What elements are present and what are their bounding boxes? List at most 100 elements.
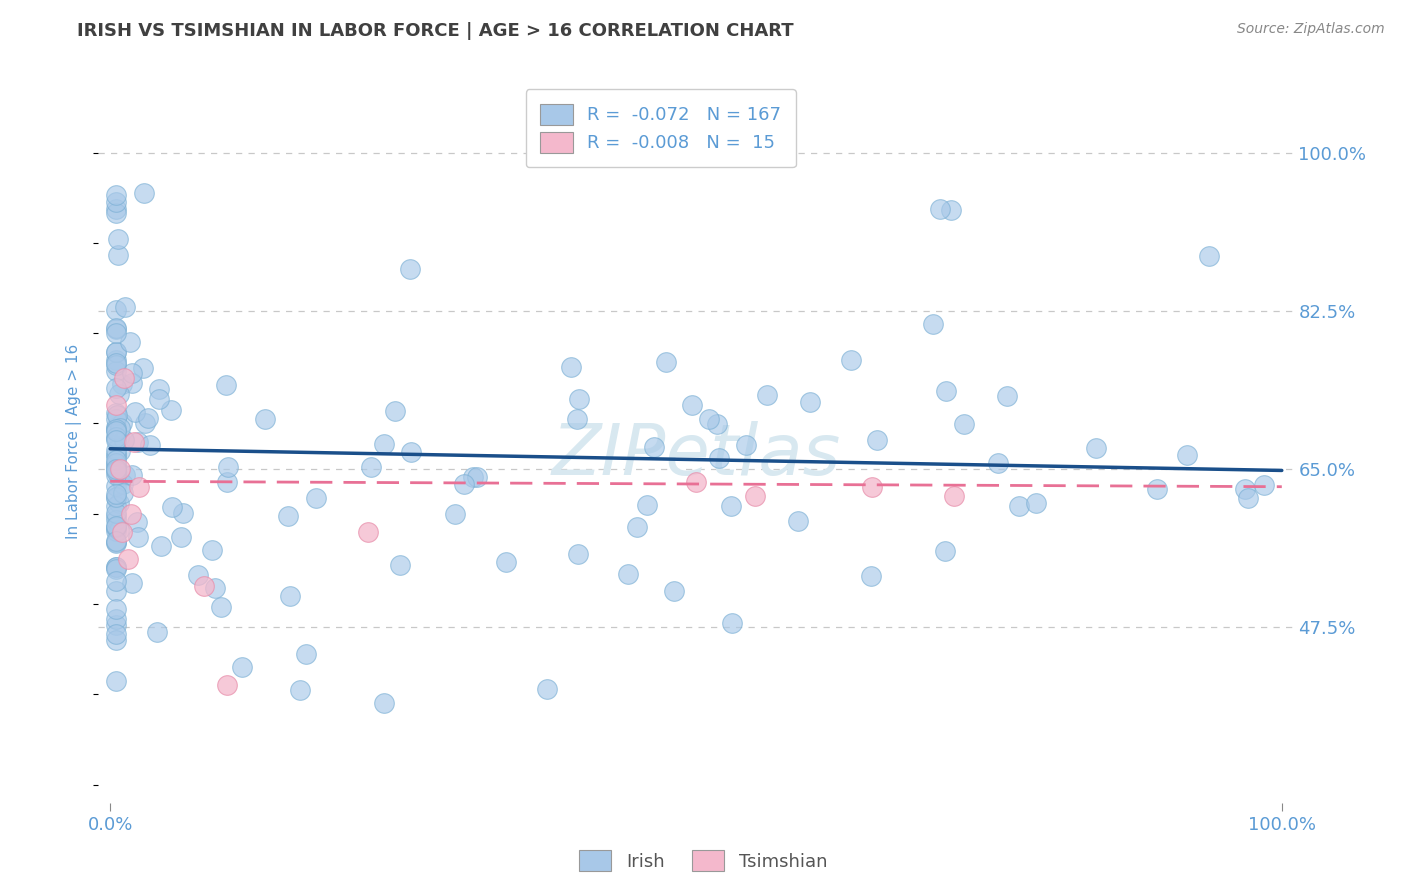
Legend: R =  -0.072   N = 167, R =  -0.008   N =  15: R = -0.072 N = 167, R = -0.008 N = 15 xyxy=(526,89,796,167)
Text: IRISH VS TSIMSHIAN IN LABOR FORCE | AGE > 16 CORRELATION CHART: IRISH VS TSIMSHIAN IN LABOR FORCE | AGE … xyxy=(77,22,794,40)
Point xyxy=(105,618,128,632)
Point xyxy=(685,475,707,490)
Point xyxy=(105,326,128,340)
Point xyxy=(105,479,128,493)
Point xyxy=(105,364,128,378)
Point xyxy=(105,344,128,359)
Point xyxy=(105,453,128,467)
Point xyxy=(839,352,862,367)
Point xyxy=(735,438,758,452)
Point xyxy=(1236,491,1258,506)
Point xyxy=(121,575,143,590)
Point xyxy=(160,403,183,417)
Point xyxy=(799,395,821,409)
Point xyxy=(105,632,128,647)
Point xyxy=(149,539,172,553)
Point xyxy=(114,467,136,482)
Point xyxy=(720,616,742,631)
Point xyxy=(357,524,380,539)
Point xyxy=(108,495,131,509)
Point xyxy=(201,542,224,557)
Point xyxy=(105,612,128,626)
Point xyxy=(952,417,974,431)
Point xyxy=(105,430,128,444)
Point xyxy=(139,437,162,451)
Point xyxy=(105,627,128,641)
Point xyxy=(217,459,239,474)
Point xyxy=(148,383,170,397)
Point xyxy=(105,353,128,368)
Point xyxy=(105,381,128,395)
Point xyxy=(105,422,128,436)
Point xyxy=(384,404,406,418)
Point xyxy=(105,322,128,336)
Point xyxy=(567,547,589,561)
Point xyxy=(495,555,517,569)
Point xyxy=(193,579,215,593)
Point xyxy=(128,480,150,494)
Point xyxy=(105,468,128,483)
Point xyxy=(105,321,128,335)
Point xyxy=(939,203,962,218)
Point xyxy=(105,500,128,514)
Point xyxy=(560,359,582,374)
Point xyxy=(105,457,128,471)
Point xyxy=(105,601,128,615)
Point xyxy=(105,356,128,370)
Point xyxy=(253,412,276,426)
Point xyxy=(108,470,131,484)
Point xyxy=(217,678,239,692)
Point xyxy=(160,500,183,515)
Point xyxy=(995,389,1018,403)
Point xyxy=(105,202,128,216)
Point xyxy=(111,524,134,539)
Point xyxy=(112,434,135,448)
Point xyxy=(463,470,485,484)
Point xyxy=(120,507,142,521)
Point xyxy=(148,392,170,406)
Point xyxy=(643,440,665,454)
Point xyxy=(707,451,730,466)
Point xyxy=(755,388,778,402)
Point xyxy=(929,202,952,216)
Point xyxy=(697,412,720,426)
Point xyxy=(706,417,728,432)
Point xyxy=(860,480,883,494)
Point xyxy=(105,521,128,535)
Text: Source: ZipAtlas.com: Source: ZipAtlas.com xyxy=(1237,22,1385,37)
Point xyxy=(124,405,146,419)
Point xyxy=(288,683,311,698)
Point xyxy=(1234,483,1257,497)
Point xyxy=(105,423,128,437)
Point xyxy=(112,371,135,385)
Point xyxy=(132,361,155,376)
Point xyxy=(105,433,128,447)
Point xyxy=(1253,478,1275,492)
Point xyxy=(118,334,141,349)
Point xyxy=(112,476,135,491)
Point xyxy=(105,673,128,688)
Point xyxy=(568,392,591,407)
Text: ZIPetlas: ZIPetlas xyxy=(551,422,841,491)
Point xyxy=(112,486,135,500)
Point xyxy=(567,412,589,426)
Point xyxy=(536,682,558,697)
Point xyxy=(389,558,412,573)
Point xyxy=(125,515,148,529)
Point xyxy=(105,409,128,423)
Point xyxy=(105,345,128,359)
Point xyxy=(105,194,128,209)
Point xyxy=(105,459,128,474)
Point xyxy=(360,460,382,475)
Point xyxy=(105,520,128,534)
Point xyxy=(108,461,131,475)
Point xyxy=(105,188,128,202)
Point xyxy=(204,582,226,596)
Point xyxy=(105,560,128,574)
Point xyxy=(453,477,475,491)
Point xyxy=(626,520,648,534)
Point xyxy=(681,398,703,412)
Point xyxy=(866,433,889,447)
Point xyxy=(720,500,742,514)
Point xyxy=(134,417,156,431)
